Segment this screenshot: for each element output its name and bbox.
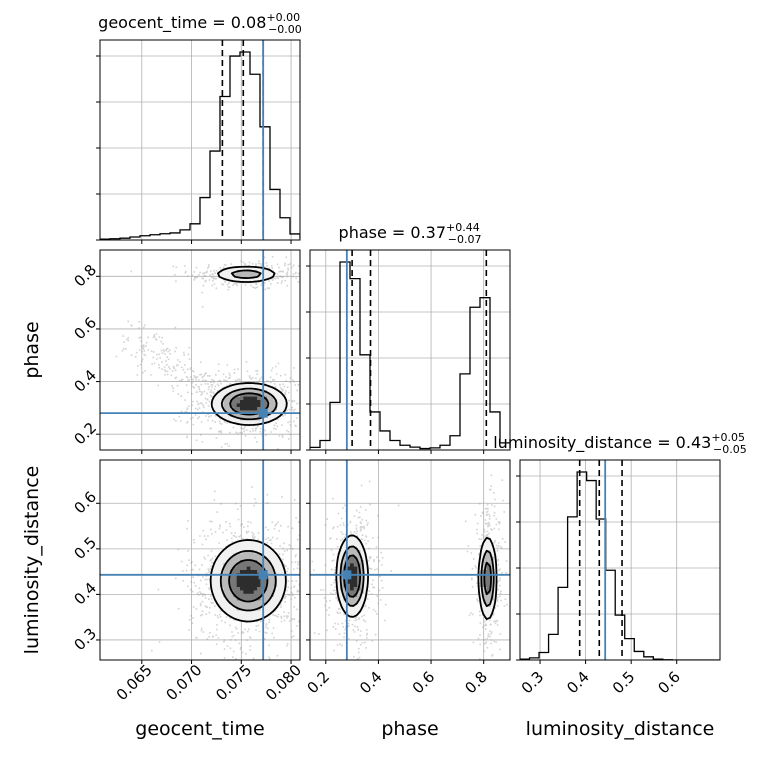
- xtick-phase-3: 0.8: [461, 668, 491, 698]
- xtick-geocent_time-3: 0.080: [262, 661, 305, 704]
- axes-frame-0-0: [99, 39, 301, 241]
- xtick-geocent_time-0: 0.065: [113, 661, 156, 704]
- xtick-phase-0: 0.2: [303, 668, 333, 698]
- ytick-luminosity_distance-2: 0.5: [70, 533, 100, 563]
- truth-marker-phase-luminosity_distance: [342, 570, 352, 580]
- ytick-luminosity_distance-0: 0.3: [70, 624, 100, 654]
- ytick-luminosity_distance-1: 0.4: [70, 579, 100, 609]
- histogram-phase: [310, 261, 510, 450]
- axes-frame-2-1: [309, 459, 511, 661]
- axes-frame-1-1: [309, 249, 511, 451]
- title-phase: phase = 0.37+0.44 −0.07: [339, 221, 482, 246]
- ytick-phase-2: 0.6: [70, 313, 100, 343]
- ytick-phase-1: 0.4: [70, 366, 100, 396]
- ytick-luminosity_distance-3: 0.6: [70, 488, 100, 518]
- title-geocent_time: geocent_time = 0.08+0.00 −0.00: [98, 11, 302, 36]
- xtick-luminosity_distance-1: 0.4: [563, 668, 593, 698]
- ytick-phase-3: 0.8: [70, 261, 100, 291]
- panel-geocent_time-luminosity_distance: [100, 460, 300, 660]
- xtick-luminosity_distance-2: 0.5: [609, 668, 639, 698]
- xtick-phase-1: 0.4: [356, 668, 386, 698]
- xtick-luminosity_distance-3: 0.6: [654, 668, 684, 698]
- xlabel-phase: phase: [381, 718, 438, 740]
- xlabel-luminosity_distance: luminosity_distance: [526, 718, 715, 740]
- ylabel-luminosity_distance: luminosity_distance: [21, 466, 43, 655]
- xtick-geocent_time-1: 0.070: [162, 661, 205, 704]
- truth-marker-geocent_time-luminosity_distance: [258, 570, 268, 580]
- histogram-geocent_time: [100, 51, 300, 240]
- panel-phase-luminosity_distance: [310, 460, 510, 660]
- truth-marker-geocent_time-phase: [258, 408, 268, 418]
- xtick-luminosity_distance-0: 0.3: [518, 668, 548, 698]
- ylabel-phase: phase: [21, 321, 43, 378]
- panel-geocent_time-phase: [100, 250, 300, 450]
- axes-frame-1-0: [99, 249, 301, 451]
- xlabel-geocent_time: geocent_time: [135, 718, 264, 740]
- histogram-luminosity_distance: [520, 471, 720, 660]
- axes-frame-2-0: [99, 459, 301, 661]
- xtick-geocent_time-2: 0.075: [212, 661, 255, 704]
- ytick-phase-0: 0.2: [70, 419, 100, 449]
- axes-frame-2-2: [519, 459, 721, 661]
- xtick-phase-2: 0.6: [409, 668, 439, 698]
- title-luminosity_distance: luminosity_distance = 0.43+0.05 −0.05: [493, 431, 747, 456]
